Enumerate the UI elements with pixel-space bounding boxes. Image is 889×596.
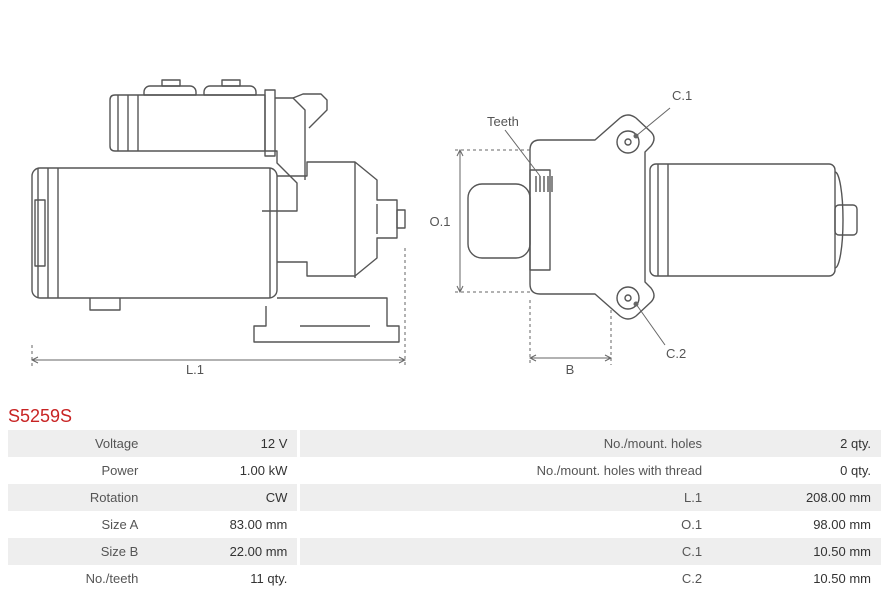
spec-value: 10.50 mm [712, 565, 881, 592]
spec-value: 2 qty. [712, 430, 881, 457]
spec-label: Size A [8, 511, 148, 538]
label-C1: C.1 [672, 88, 692, 103]
spec-label: Power [8, 457, 148, 484]
dim-label-O1: O.1 [430, 214, 451, 229]
spec-value: 12 V [148, 430, 297, 457]
dimension-L1 [32, 248, 405, 368]
dimension-B [530, 300, 611, 365]
label-C2: C.2 [666, 346, 686, 361]
spec-value: 98.00 mm [712, 511, 881, 538]
spec-label: C.1 [297, 538, 712, 565]
spec-value: CW [148, 484, 297, 511]
dim-label-B: B [566, 362, 575, 377]
left-view [32, 80, 405, 342]
dim-label-L1: L.1 [186, 362, 204, 377]
callout-teeth [505, 130, 540, 176]
spec-row: No./teeth 11 qty. C.2 10.50 mm [8, 565, 881, 592]
spec-label: No./mount. holes with thread [297, 457, 712, 484]
spec-row: Size B 22.00 mm C.1 10.50 mm [8, 538, 881, 565]
spec-value: 0 qty. [712, 457, 881, 484]
spec-label: No./teeth [8, 565, 148, 592]
product-code: S5259S [8, 406, 72, 427]
spec-label: O.1 [297, 511, 712, 538]
spec-label: Rotation [8, 484, 148, 511]
spec-label: Size B [8, 538, 148, 565]
spec-value: 11 qty. [148, 565, 297, 592]
spec-label: L.1 [297, 484, 712, 511]
label-teeth: Teeth [487, 114, 519, 129]
spec-value: 208.00 mm [712, 484, 881, 511]
spec-row: Power 1.00 kW No./mount. holes with thre… [8, 457, 881, 484]
spec-label: C.2 [297, 565, 712, 592]
dimension-O1 [455, 150, 530, 292]
spec-row: Size A 83.00 mm O.1 98.00 mm [8, 511, 881, 538]
spec-value: 1.00 kW [148, 457, 297, 484]
spec-table: Voltage 12 V No./mount. holes 2 qty. Pow… [8, 430, 881, 592]
spec-label: Voltage [8, 430, 148, 457]
spec-value: 22.00 mm [148, 538, 297, 565]
spec-label: No./mount. holes [297, 430, 712, 457]
technical-diagram: L.1 [0, 0, 889, 395]
spec-row: Voltage 12 V No./mount. holes 2 qty. [8, 430, 881, 457]
spec-row: Rotation CW L.1 208.00 mm [8, 484, 881, 511]
spec-value: 83.00 mm [148, 511, 297, 538]
callout-C2 [634, 302, 665, 345]
right-view [468, 115, 857, 319]
spec-value: 10.50 mm [712, 538, 881, 565]
